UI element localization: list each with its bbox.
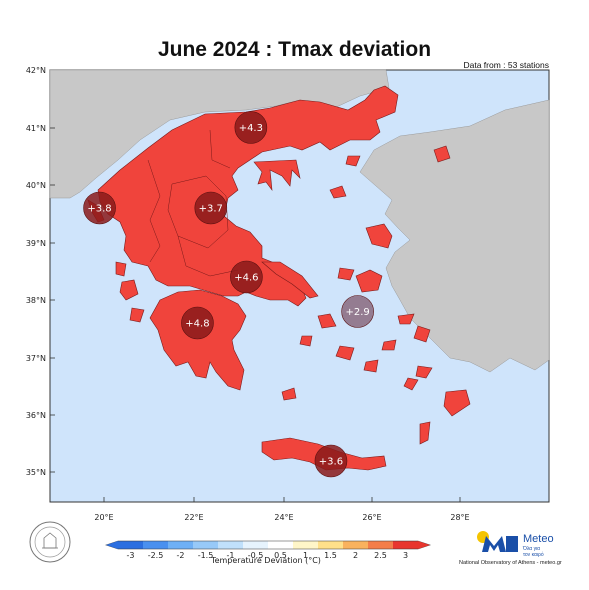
deviation-markers: +4.3 +3.8 +3.7 +4.6 +4.8 +2.9 +3.6 — [83, 111, 374, 478]
lat-label: 38°N — [26, 296, 46, 305]
lon-label: 20°E — [94, 513, 113, 522]
station-marker-label: +4.8 — [185, 319, 209, 330]
region-borders — [147, 129, 239, 277]
credit-text: National Observatory of Athens - meteo.g… — [459, 560, 562, 566]
colorbar-segment — [368, 541, 393, 549]
colorbar-tick-label: 0.5 — [274, 551, 287, 560]
colorbar-tick-label: 3 — [403, 551, 408, 560]
colorbar: -3 -2.5 -2 -1.5 -1 -0.5 0.5 1 1.5 2 2.5 3 — [105, 540, 431, 560]
station-marker: +2.9 — [341, 295, 374, 328]
station-marker-label: +4.3 — [239, 123, 263, 134]
station-marker-circle — [314, 444, 348, 478]
colorbar-title: Temperature Deviation (°C) — [210, 556, 321, 565]
logo-tagline-1: Όλα για — [523, 546, 541, 552]
greece-land — [87, 85, 471, 471]
lat-label: 37°N — [26, 354, 46, 363]
lat-label: 35°N — [26, 468, 46, 477]
colorbar-tick-label: 1 — [303, 551, 308, 560]
colorbar-segment — [243, 541, 268, 549]
lat-label: 41°N — [26, 124, 46, 133]
longitude-axis: 20°E 22°E 24°E 26°E 28°E — [94, 497, 470, 522]
colorbar-tick-label: -2.5 — [148, 551, 164, 560]
meteo-logo-icon — [477, 531, 518, 552]
colorbar-segment — [343, 541, 368, 549]
station-marker: +4.6 — [230, 260, 263, 294]
station-marker: +3.6 — [314, 444, 348, 478]
colorbar-segment — [168, 541, 193, 549]
page-title: June 2024 : Tmax deviation — [157, 38, 432, 61]
station-marker-circle — [341, 295, 374, 328]
station-marker-label: +3.7 — [199, 204, 223, 215]
observatory-seal-icon — [29, 521, 71, 563]
station-marker-circle — [230, 260, 263, 294]
colorbar-tick-label: -1 — [227, 551, 235, 560]
station-marker-circle — [234, 111, 268, 144]
station-marker: +3.7 — [194, 191, 228, 225]
colorbar-segment — [268, 541, 293, 549]
colorbar-segment — [143, 541, 168, 549]
station-marker: +4.8 — [181, 306, 214, 340]
colorbar-min-arrow — [106, 541, 118, 549]
stations-note: Data from : 53 stations — [463, 60, 549, 70]
station-marker-circle — [83, 191, 116, 225]
colorbar-segment — [318, 541, 343, 549]
colorbar-tick-label: -2 — [177, 551, 185, 560]
latitude-axis: 42°N 41°N 40°N 39°N 38°N 37°N 36°N 35°N — [26, 66, 55, 477]
lon-label: 28°E — [450, 513, 469, 522]
lat-label: 36°N — [26, 411, 46, 420]
logo-name: Meteo — [523, 533, 554, 545]
lat-label: 42°N — [26, 66, 46, 75]
station-marker-label: +3.6 — [319, 457, 343, 468]
station-marker-circle — [181, 306, 214, 340]
colorbar-tick-label: -1.5 — [198, 551, 214, 560]
station-marker-label: +3.8 — [87, 204, 111, 215]
logo-tagline-2: τον καιρό — [523, 552, 544, 558]
colorbar-tick-label: 2 — [353, 551, 358, 560]
station-marker: +4.3 — [234, 111, 268, 144]
logo-tagline: Όλα για τον καιρό — [523, 546, 544, 558]
lon-label: 22°E — [184, 513, 203, 522]
colorbar-tick-label: -3 — [127, 551, 135, 560]
colorbar-tick-label: 1.5 — [324, 551, 337, 560]
colorbar-segment — [218, 541, 243, 549]
colorbar-segment — [293, 541, 318, 549]
colorbar-tick-label: 2.5 — [374, 551, 387, 560]
station-marker: +3.8 — [83, 191, 116, 225]
colorbar-segment — [118, 541, 143, 549]
station-marker-circle — [194, 191, 228, 225]
colorbar-tick-label: -0.5 — [248, 551, 264, 560]
lat-label: 40°N — [26, 181, 46, 190]
lon-label: 26°E — [362, 513, 381, 522]
station-marker-label: +4.6 — [234, 273, 258, 284]
colorbar-max-arrow — [418, 541, 430, 549]
lon-label: 24°E — [274, 513, 293, 522]
station-marker-label: +2.9 — [346, 307, 370, 318]
colorbar-segment — [393, 541, 418, 549]
lat-label: 39°N — [26, 239, 46, 248]
colorbar-segment — [193, 541, 218, 549]
